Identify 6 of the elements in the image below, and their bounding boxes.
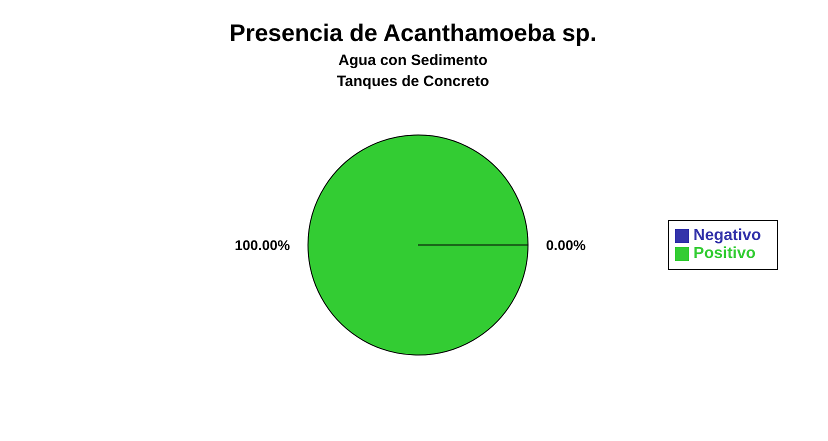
legend-label: Negativo: [693, 227, 761, 244]
chart-title: Presencia de Acanthamoeba sp.: [228, 20, 598, 48]
legend-label: Positivo: [693, 245, 756, 262]
data-label: 100.00%: [234, 237, 291, 253]
text: 0.00%: [546, 237, 586, 253]
chart-subtitle: Agua con Sedimento Tanques de Concreto: [336, 52, 490, 90]
